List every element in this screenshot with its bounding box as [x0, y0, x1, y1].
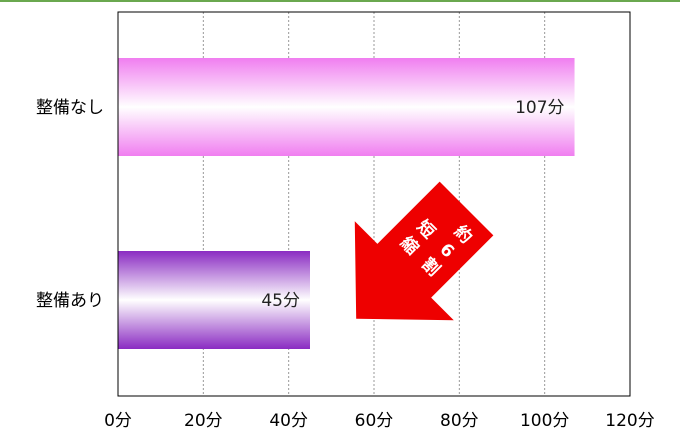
x-tick-label: 120分	[605, 411, 654, 431]
bar-value-label: 107分	[515, 98, 564, 118]
plot-frame	[117, 11, 631, 397]
bar	[118, 58, 575, 156]
x-tick-label: 100分	[520, 411, 569, 431]
x-tick-label: 0分	[104, 411, 132, 431]
bar	[118, 251, 310, 349]
x-axis-tick-labels: 0分 20分 40分 60分 80分 100分 120分	[104, 411, 655, 431]
category-label: 整備あり	[36, 291, 104, 311]
x-tick-label: 60分	[355, 411, 394, 431]
bar-value-label: 45分	[261, 291, 300, 311]
category-label: 整備なし	[36, 98, 104, 118]
x-tick-label: 20分	[184, 411, 223, 431]
x-tick-label: 80分	[440, 411, 479, 431]
header-accent-line	[0, 0, 680, 2]
bars: 107分 45分	[118, 58, 575, 349]
arrow-shape	[354, 181, 494, 321]
x-tick-label: 40分	[269, 411, 308, 431]
